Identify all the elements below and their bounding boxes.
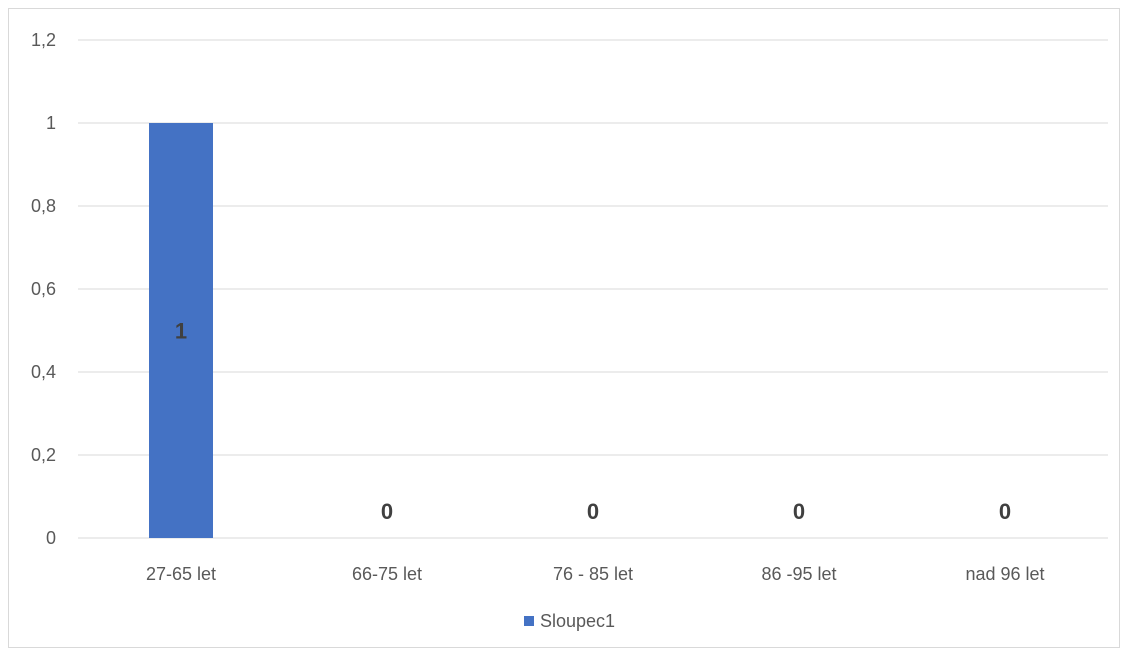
y-tick-label: 0 bbox=[46, 528, 56, 548]
data-label: 0 bbox=[587, 499, 599, 524]
legend: Sloupec1 bbox=[524, 611, 615, 631]
y-tick-label: 0,6 bbox=[31, 279, 56, 299]
y-tick-label: 1,2 bbox=[31, 30, 56, 50]
y-tick-label: 0,4 bbox=[31, 362, 56, 382]
data-labels: 1 0 0 0 0 bbox=[175, 319, 1011, 525]
x-axis-ticks: 27-65 let 66-75 let 76 - 85 let 86 -95 let n… bbox=[146, 564, 1045, 584]
data-label: 1 bbox=[175, 319, 187, 344]
data-label: 0 bbox=[793, 499, 805, 524]
x-tick-label: 76 - 85 let bbox=[553, 564, 633, 584]
x-tick-label: 86 -95 let bbox=[761, 564, 836, 584]
x-tick-label: 66-75 let bbox=[352, 564, 422, 584]
x-tick-label: nad 96 let bbox=[965, 564, 1044, 584]
gridlines bbox=[78, 39, 1108, 539]
y-axis-ticks: 0 0,2 0,4 0,6 0,8 1 1,2 bbox=[31, 30, 56, 548]
data-label: 0 bbox=[381, 499, 393, 524]
bars bbox=[149, 123, 213, 538]
x-tick-label: 27-65 let bbox=[146, 564, 216, 584]
y-tick-label: 0,2 bbox=[31, 445, 56, 465]
data-label: 0 bbox=[999, 499, 1011, 524]
legend-label: Sloupec1 bbox=[540, 611, 615, 631]
bar bbox=[149, 123, 213, 538]
y-tick-label: 0,8 bbox=[31, 196, 56, 216]
legend-swatch bbox=[524, 616, 534, 626]
y-tick-label: 1 bbox=[46, 113, 56, 133]
